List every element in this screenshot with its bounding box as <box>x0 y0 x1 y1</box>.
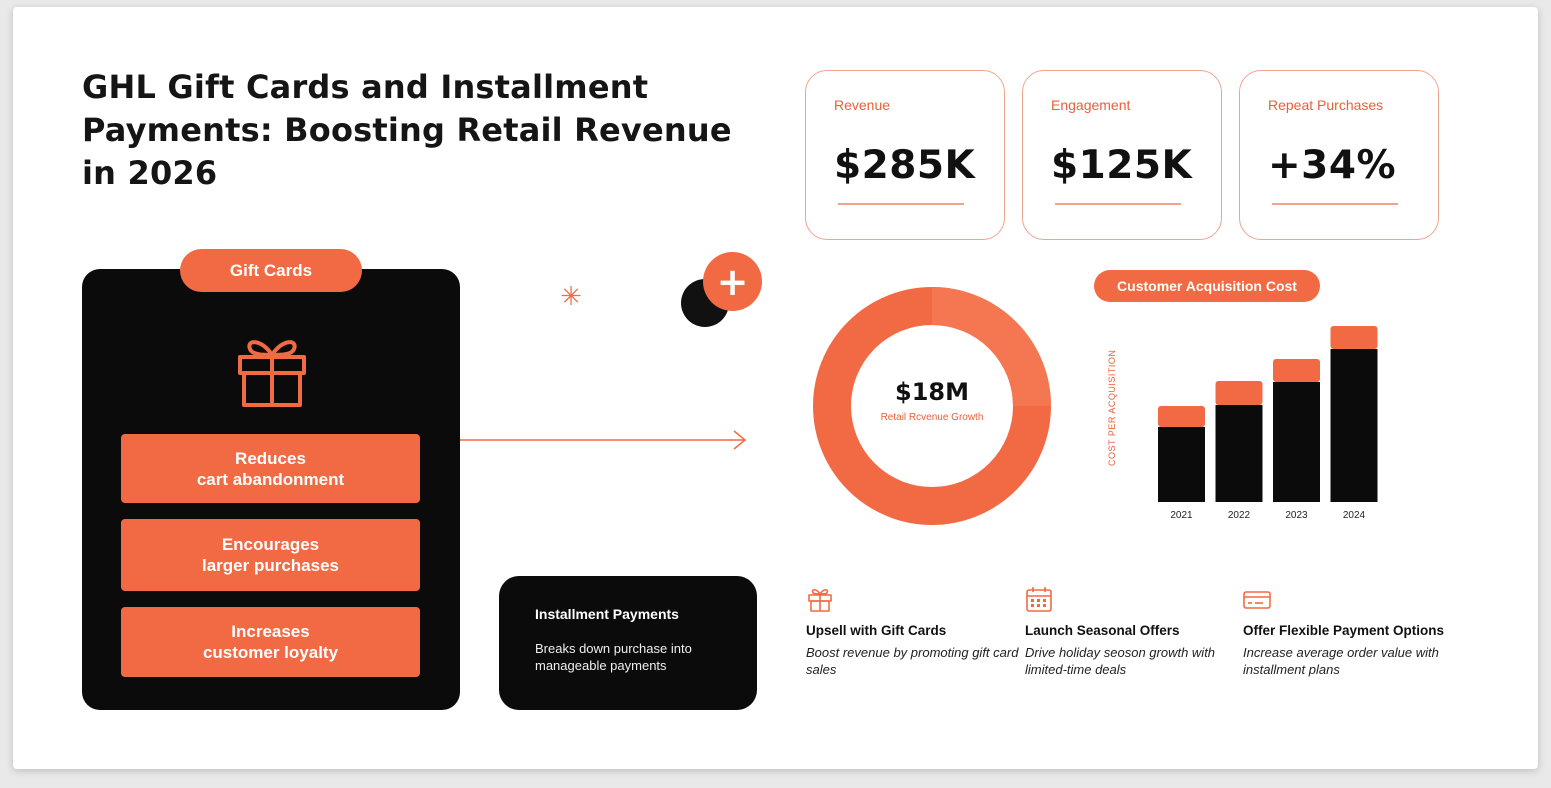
chart-title: Customer Acquisition Cost <box>1094 270 1320 302</box>
x-tick-label-2021: 2021 <box>1170 510 1193 521</box>
x-tick-label-2023: 2023 <box>1285 510 1308 521</box>
bar-2023-segment-0 <box>1273 382 1320 502</box>
bar-2022-segment-0 <box>1215 405 1263 502</box>
benefit-encourages-larger-purchases: Encourages larger purchases <box>121 519 420 591</box>
asterisk-icon: ✳ <box>560 282 582 312</box>
tip-title: Offer Flexible Payment Options <box>1243 623 1445 638</box>
page-title: GHL Gift Cards and Installment Payments:… <box>82 68 732 192</box>
tip-seasonal-offers: Launch Seasonal Offers Drive holiday seo… <box>1025 585 1245 678</box>
bar-2023-segment-1 <box>1273 359 1320 382</box>
gift-cards-label: Gift Cards <box>180 249 362 292</box>
kpi-card-repeat-purchases: Repeat Purchases +34% <box>1239 70 1439 240</box>
donut-ring-segment <box>931 287 1051 407</box>
gift-icon <box>238 340 306 407</box>
kpi-card-revenue: Revenue $285K <box>805 70 1005 240</box>
revenue-growth-donut <box>813 287 1051 525</box>
tip-description: Increase average order value with instal… <box>1243 645 1439 677</box>
kpi-label: Repeat Purchases <box>1268 97 1384 113</box>
bar-2021-segment-0 <box>1158 427 1205 502</box>
benefit-reduces-cart-abandonment: Reduces cart abandonment <box>121 434 420 503</box>
kpi-label: Engagement <box>1051 97 1131 113</box>
tip-description: Boost revenue by promoting gift card sal… <box>806 645 1019 677</box>
tip-title: Launch Seasonal Offers <box>1025 623 1180 638</box>
gift-icon <box>808 588 832 612</box>
kpi-value: $285K <box>834 143 976 188</box>
x-tick-label-2024: 2024 <box>1343 510 1366 521</box>
bar-2021-segment-1 <box>1158 406 1205 427</box>
benefit-increases-customer-loyalty: Increases customer loyalty <box>121 607 420 677</box>
credit-card-icon <box>1243 591 1271 609</box>
tip-description: Drive holiday seoson growth with limited… <box>1025 645 1216 677</box>
bar-2024-segment-0 <box>1330 349 1378 502</box>
plus-icon: + <box>703 252 762 311</box>
donut-label: Retail Rcvenue Growth <box>880 412 984 423</box>
kpi-value: $125K <box>1051 143 1193 188</box>
kpi-divider <box>1055 203 1181 205</box>
tip-title: Upsell with Gift Cards <box>806 623 947 638</box>
kpi-divider <box>1272 203 1398 205</box>
installment-description: Breaks down purchase into manageable pay… <box>535 641 692 673</box>
bar-2022-segment-1 <box>1215 381 1263 405</box>
kpi-card-engagement: Engagement $125K <box>1022 70 1222 240</box>
kpi-label: Revenue <box>834 97 891 113</box>
donut-value: $18M <box>895 378 969 406</box>
tip-upsell-gift-cards: Upsell with Gift Cards Boost revenue by … <box>806 585 1026 678</box>
tip-flexible-payments: Offer Flexible Payment Options Increase … <box>1243 585 1463 678</box>
x-tick-label-2022: 2022 <box>1228 510 1251 521</box>
calendar-icon <box>1026 587 1052 612</box>
bar-2024-segment-1 <box>1330 326 1378 349</box>
arrow-right-icon <box>460 430 747 450</box>
kpi-value: +34% <box>1268 143 1397 188</box>
installment-payments-card: Installment Payments Breaks down purchas… <box>499 576 757 710</box>
cac-bar-chart: 2021 2022 2023 2024 <box>1158 326 1378 521</box>
installment-title: Installment Payments <box>535 606 679 622</box>
kpi-divider <box>838 203 964 205</box>
